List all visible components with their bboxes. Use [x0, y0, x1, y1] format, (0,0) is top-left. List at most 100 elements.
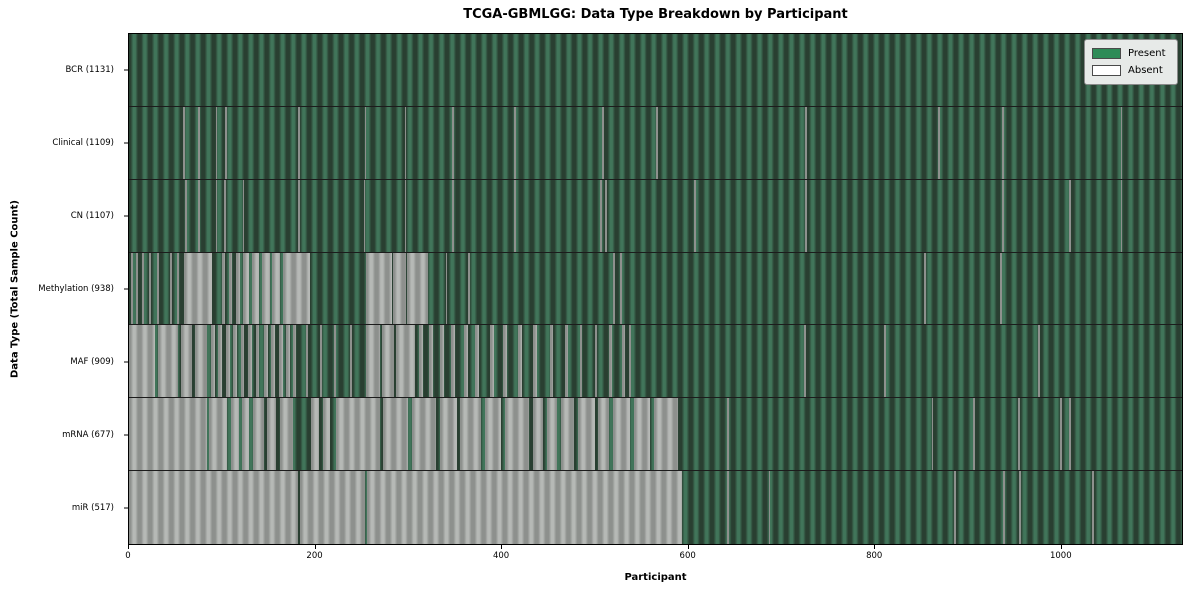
absent-segment — [224, 106, 227, 179]
absent-segment — [129, 398, 208, 471]
absent-segment — [305, 325, 308, 398]
absent-segment — [579, 325, 583, 398]
y-tick-mark — [124, 507, 128, 509]
absent-segment — [600, 179, 602, 252]
absent-segment — [215, 179, 218, 252]
absent-segment — [241, 398, 250, 471]
absent-segment — [973, 398, 976, 471]
absent-segment — [804, 106, 807, 179]
absent-segment — [142, 252, 144, 325]
absent-segment — [609, 325, 613, 398]
absent-segment — [215, 106, 218, 179]
absent-segment — [231, 398, 239, 471]
absent-segment — [1069, 398, 1072, 471]
x-tick-mark — [501, 545, 503, 549]
plot-area — [128, 33, 1183, 545]
y-tick-mark — [124, 69, 128, 71]
absent-segment — [726, 471, 729, 544]
y-tick-labels: BCR (1131) Clinical (1109) CN (1107) Methyl… — [0, 33, 122, 545]
absent-segment — [1003, 471, 1006, 544]
absent-segment — [768, 471, 771, 544]
absent-segment — [561, 398, 575, 471]
absent-segment — [514, 179, 517, 252]
absent-segment — [300, 471, 366, 544]
absent-segment — [404, 106, 407, 179]
legend-label-absent: Absent — [1128, 65, 1163, 76]
absent-segment — [278, 325, 283, 398]
absent-segment — [197, 106, 200, 179]
x-tick-mark — [687, 545, 689, 549]
x-axis-label: Participant — [624, 572, 687, 583]
absent-segment — [547, 398, 558, 471]
absent-segment — [225, 325, 230, 398]
absent-segment — [931, 398, 934, 471]
absent-segment — [264, 325, 268, 398]
x-tick-label: 800 — [866, 551, 883, 561]
absent-segment — [1060, 398, 1062, 471]
absent-segment — [366, 252, 392, 325]
absent-segment — [286, 325, 291, 398]
absent-segment — [228, 252, 233, 325]
absent-segment — [655, 106, 658, 179]
absent-segment — [604, 179, 607, 252]
absent-segment — [183, 106, 185, 179]
absent-segment — [156, 252, 159, 325]
absent-segment — [654, 398, 679, 471]
absent-segment — [601, 106, 604, 179]
y-tick-label: BCR (1131) — [65, 64, 115, 75]
absent-segment — [333, 325, 336, 398]
y-tick-label: miR (517) — [71, 503, 114, 514]
row-Clinical — [129, 106, 1182, 180]
x-tick-label: 200 — [306, 551, 323, 561]
absent-segment — [322, 398, 331, 471]
absent-segment — [209, 398, 227, 471]
absent-segment — [218, 325, 223, 398]
absent-segment — [549, 325, 553, 398]
absent-segment — [157, 325, 179, 398]
absent-segment — [452, 106, 454, 179]
absent-segment — [577, 398, 595, 471]
absent-segment — [396, 325, 415, 398]
y-tick-label: Methylation (938) — [38, 284, 114, 294]
absent-segment — [367, 471, 683, 544]
absent-segment — [619, 252, 622, 325]
absent-segment — [1002, 106, 1005, 179]
absent-segment — [195, 325, 208, 398]
row-BCR — [129, 34, 1182, 107]
absent-segment — [335, 398, 381, 471]
x-tick-label: 1000 — [1049, 551, 1072, 561]
absent-segment — [177, 252, 180, 325]
absent-segment — [622, 325, 626, 398]
absent-segment — [533, 325, 537, 398]
y-tick-mark — [124, 288, 128, 290]
absent-segment — [298, 179, 301, 252]
row-MAF — [129, 325, 1182, 399]
absent-segment — [404, 179, 407, 252]
absent-segment — [129, 471, 299, 544]
absent-segment — [407, 252, 428, 325]
absent-segment — [1000, 252, 1003, 325]
absent-segment — [366, 325, 381, 398]
absent-segment — [451, 325, 455, 398]
absent-segment — [1091, 471, 1094, 544]
absent-segment — [514, 106, 517, 179]
absent-segment — [445, 252, 448, 325]
absent-segment — [439, 325, 444, 398]
absent-segment — [272, 252, 280, 325]
absent-swatch — [1092, 65, 1121, 76]
absent-segment — [262, 252, 270, 325]
absent-segment — [240, 325, 245, 398]
absent-segment — [130, 252, 133, 325]
absent-segment — [428, 325, 433, 398]
absent-segment — [1002, 179, 1005, 252]
x-tick-label: 400 — [492, 551, 510, 561]
absent-segment — [222, 252, 225, 325]
absent-segment — [804, 179, 807, 252]
y-tick-mark — [124, 215, 128, 217]
absent-segment — [694, 179, 696, 252]
row-mRNA — [129, 398, 1182, 472]
absent-segment — [292, 325, 296, 398]
absent-segment — [197, 179, 200, 252]
absent-segment — [938, 106, 940, 179]
y-axis-label: Data Type (Total Sample Count) — [9, 199, 21, 379]
